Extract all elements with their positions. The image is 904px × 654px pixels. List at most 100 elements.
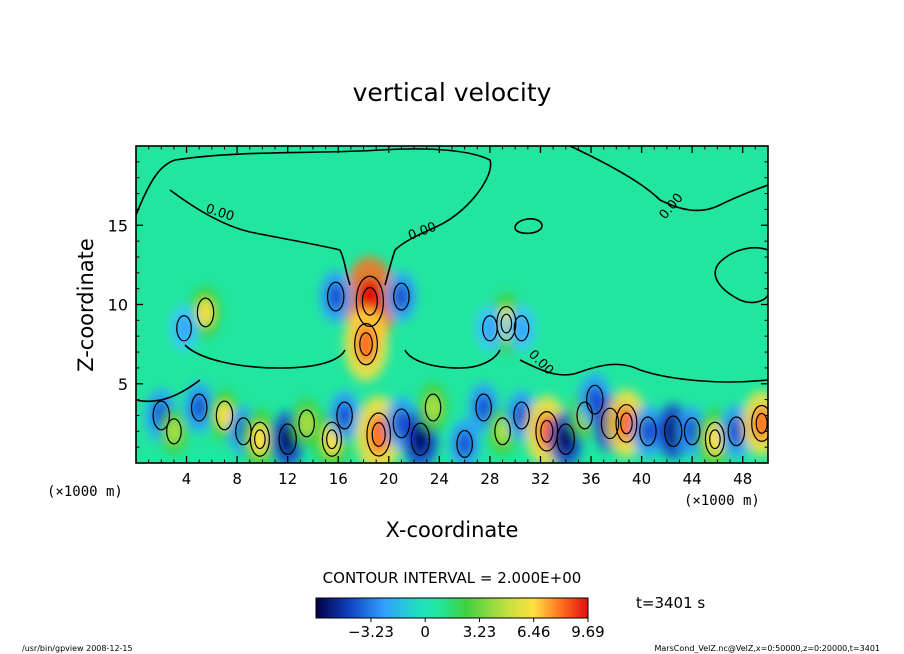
contour-ring xyxy=(359,332,373,357)
velocity-cell-core xyxy=(457,430,472,458)
velocity-cell-core xyxy=(368,414,390,455)
y-axis: 5 10 15 xyxy=(108,161,768,448)
contour-ring xyxy=(371,422,386,447)
time-label: t=3401 s xyxy=(636,594,705,612)
velocity-cell-core xyxy=(177,316,191,341)
contour-ring xyxy=(494,417,511,446)
velocity-cell-core xyxy=(328,282,344,311)
colorbar-tick-label: −3.23 xyxy=(348,623,394,641)
velocity-cell-core xyxy=(640,417,656,446)
velocity-cell-core xyxy=(616,405,636,442)
contour-ring xyxy=(535,410,559,452)
contour-ring xyxy=(424,393,442,422)
x-tick-label: 12 xyxy=(278,470,297,488)
x-tick-label: 16 xyxy=(329,470,348,488)
contour-ring xyxy=(196,297,215,328)
contour-ring xyxy=(249,421,270,457)
x-tick-label: 8 xyxy=(232,470,242,488)
contour-ring xyxy=(639,416,657,447)
x-tick-label: 4 xyxy=(182,470,192,488)
contour-ring xyxy=(755,412,768,434)
contour-ring xyxy=(298,409,315,438)
x-tick-label: 36 xyxy=(581,470,600,488)
contour-ring xyxy=(540,419,554,443)
contour-ring xyxy=(513,315,530,342)
contour-ring xyxy=(456,429,473,458)
contour-ring xyxy=(190,393,208,422)
contour-ring xyxy=(475,393,492,422)
contour-ring xyxy=(751,404,768,442)
zero-contour-right-loop xyxy=(714,246,768,304)
colorbar xyxy=(315,597,589,619)
x-unit-left: (×1000 m) xyxy=(47,484,123,500)
velocity-cell-core xyxy=(728,417,744,446)
velocity-cell-core xyxy=(191,394,207,421)
footer-right: MarsCond_VelZ.nc@VelZ,x=0:50000,z=0:2000… xyxy=(655,644,881,653)
velocity-cell-core xyxy=(476,394,491,421)
velocity-cell-core xyxy=(706,423,724,456)
contour-ring xyxy=(336,401,353,430)
contour-ring xyxy=(620,412,633,435)
contour-ring xyxy=(500,313,513,334)
x-unit-right: (×1000 m) xyxy=(684,493,760,509)
velocity-cell-core xyxy=(279,424,296,454)
x-axis: 4 8 12 16 20 24 28 32 36 40 44 48 xyxy=(148,146,756,488)
velocity-cell-core xyxy=(514,316,529,341)
contour-ring xyxy=(576,401,594,430)
contour-ring xyxy=(361,286,378,316)
velocity-cells xyxy=(145,256,768,463)
velocity-cell-core xyxy=(337,402,352,429)
contour-ring xyxy=(176,315,192,342)
contour-ring xyxy=(321,421,343,457)
velocity-cell-core xyxy=(495,418,510,445)
contour-ring xyxy=(600,407,620,440)
x-tick-label: 24 xyxy=(430,470,449,488)
colorbar-tick-label: 3.23 xyxy=(463,623,496,641)
footer-left: /usr/bin/gpview 2008-12-15 xyxy=(22,644,133,653)
velocity-cell-core xyxy=(514,402,529,429)
velocity-cell-core xyxy=(216,401,233,430)
x-tick-label: 28 xyxy=(480,470,499,488)
x-axis-label: X-coordinate xyxy=(386,518,519,542)
chart-title: vertical velocity xyxy=(353,78,552,107)
zero-contour-middle xyxy=(184,344,501,369)
y-tick-label: 5 xyxy=(118,375,128,394)
colorbar-tick-label: 6.46 xyxy=(517,623,550,641)
velocity-cell-core xyxy=(394,283,409,310)
velocity-cell-core xyxy=(425,394,441,421)
velocity-cell-core xyxy=(355,324,377,364)
colorbar-ticks: −3.23 0 3.23 6.46 9.69 xyxy=(348,618,605,641)
contour-interval: CONTOUR INTERVAL = 2.000E+00 xyxy=(323,569,582,587)
contour-ring xyxy=(615,403,638,443)
zero-contour-lower xyxy=(136,359,768,403)
contour-ring xyxy=(392,408,411,439)
velocity-cell-core xyxy=(483,316,497,341)
x-tick-label: 20 xyxy=(379,470,398,488)
velocity-cell-core xyxy=(197,298,214,327)
contour-ring xyxy=(556,423,575,456)
contour-ring xyxy=(366,412,392,457)
contour-ring xyxy=(393,282,410,311)
contour-ring xyxy=(326,281,345,312)
x-tick-label: 32 xyxy=(531,470,550,488)
contour-ring xyxy=(152,400,171,431)
y-tick-label: 10 xyxy=(108,296,128,315)
velocity-cell-core xyxy=(665,416,682,446)
velocity-cell-core xyxy=(557,424,574,454)
contour-ring xyxy=(215,400,234,431)
velocity-cell-core xyxy=(412,423,429,455)
contour-ring xyxy=(482,315,498,342)
zero-contour-island xyxy=(514,218,543,235)
zero-contours xyxy=(136,146,768,458)
velocity-cell-core xyxy=(251,423,269,456)
zero-contour-right-top xyxy=(569,146,768,212)
contour-ring xyxy=(254,429,266,450)
colorbar-tick-label: 0 xyxy=(420,623,430,641)
x-tick-label: 40 xyxy=(632,470,651,488)
x-tick-label: 44 xyxy=(683,470,702,488)
contour-ring xyxy=(278,423,297,456)
contour-ring xyxy=(704,421,726,457)
contour-ring xyxy=(355,275,384,328)
velocity-cell-core xyxy=(299,410,314,437)
contour-ring xyxy=(326,429,338,450)
